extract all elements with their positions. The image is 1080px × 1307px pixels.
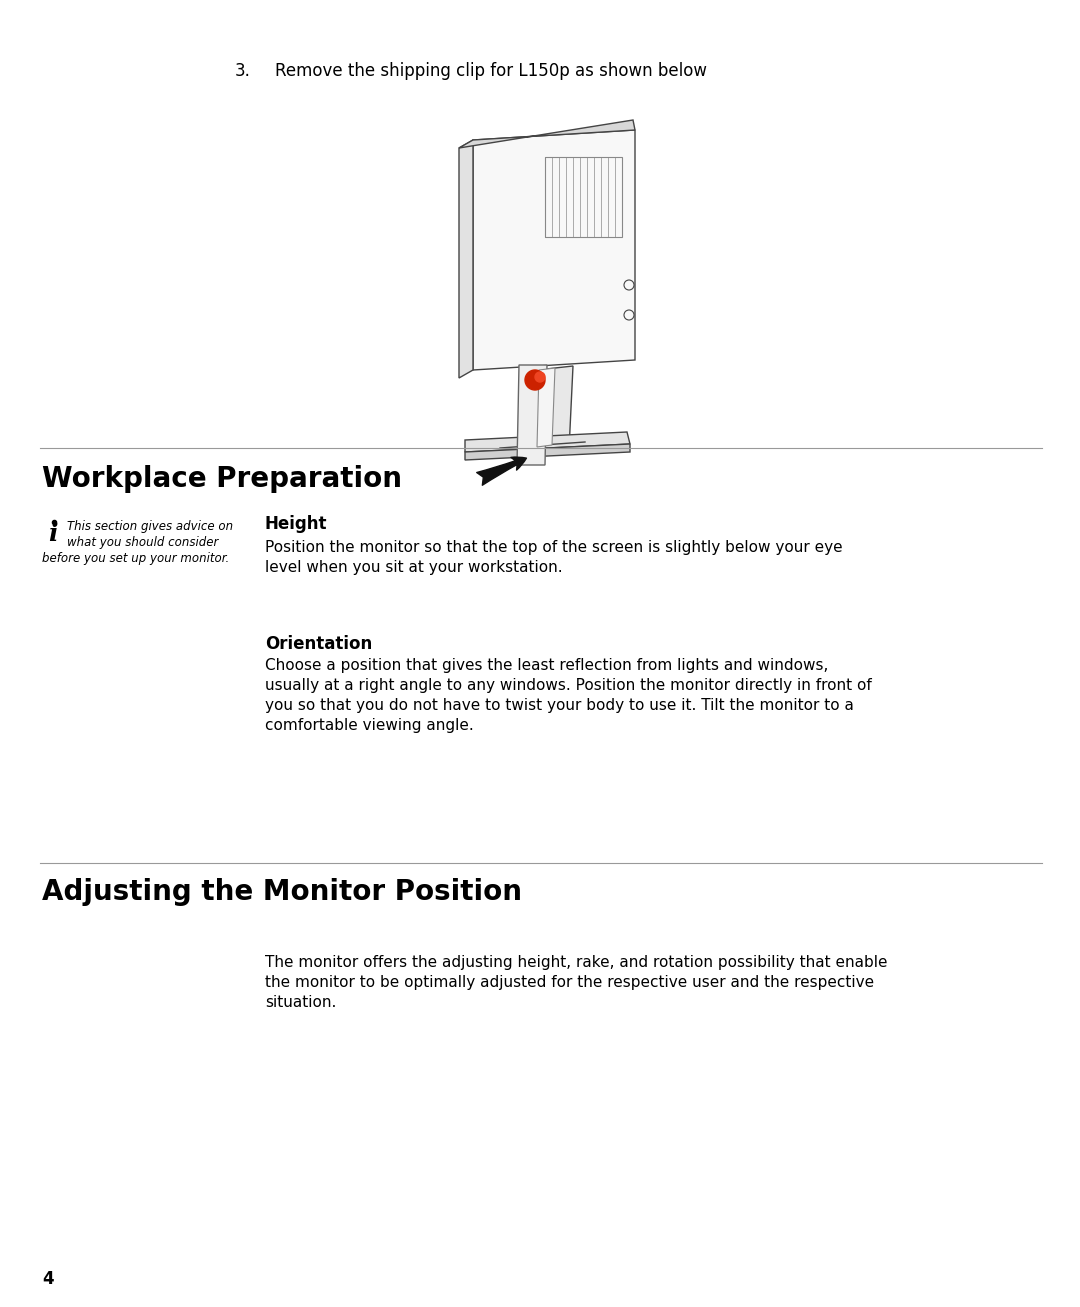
Polygon shape [465,444,630,460]
Polygon shape [517,365,546,465]
Text: Position the monitor so that the top of the screen is slightly below your eye: Position the monitor so that the top of … [265,540,842,555]
Polygon shape [465,433,630,452]
Text: Height: Height [265,515,327,533]
Text: i: i [48,521,57,546]
Text: comfortable viewing angle.: comfortable viewing angle. [265,718,474,733]
Polygon shape [535,366,573,450]
Text: 3.: 3. [235,61,251,80]
Circle shape [525,370,545,389]
Polygon shape [459,140,473,378]
Text: usually at a right angle to any windows. Position the monitor directly in front : usually at a right angle to any windows.… [265,678,872,693]
Text: level when you sit at your workstation.: level when you sit at your workstation. [265,559,563,575]
Text: what you should consider: what you should consider [67,536,218,549]
Text: Orientation: Orientation [265,635,373,654]
Text: situation.: situation. [265,995,336,1010]
Text: Choose a position that gives the least reflection from lights and windows,: Choose a position that gives the least r… [265,657,828,673]
Text: Adjusting the Monitor Position: Adjusting the Monitor Position [42,878,522,906]
Text: you so that you do not have to twist your body to use it. Tilt the monitor to a: you so that you do not have to twist you… [265,698,854,714]
Text: Remove the shipping clip for L150p as shown below: Remove the shipping clip for L150p as sh… [275,61,707,80]
Text: The monitor offers the adjusting height, rake, and rotation possibility that ena: The monitor offers the adjusting height,… [265,955,888,970]
Polygon shape [459,120,635,148]
Circle shape [535,372,545,382]
Polygon shape [537,369,555,447]
Text: Workplace Preparation: Workplace Preparation [42,465,402,493]
Polygon shape [473,129,635,370]
Text: before you set up your monitor.: before you set up your monitor. [42,552,229,565]
Text: the monitor to be optimally adjusted for the respective user and the respective: the monitor to be optimally adjusted for… [265,975,874,989]
Text: 4: 4 [42,1270,54,1287]
Text: This section gives advice on: This section gives advice on [67,520,233,533]
